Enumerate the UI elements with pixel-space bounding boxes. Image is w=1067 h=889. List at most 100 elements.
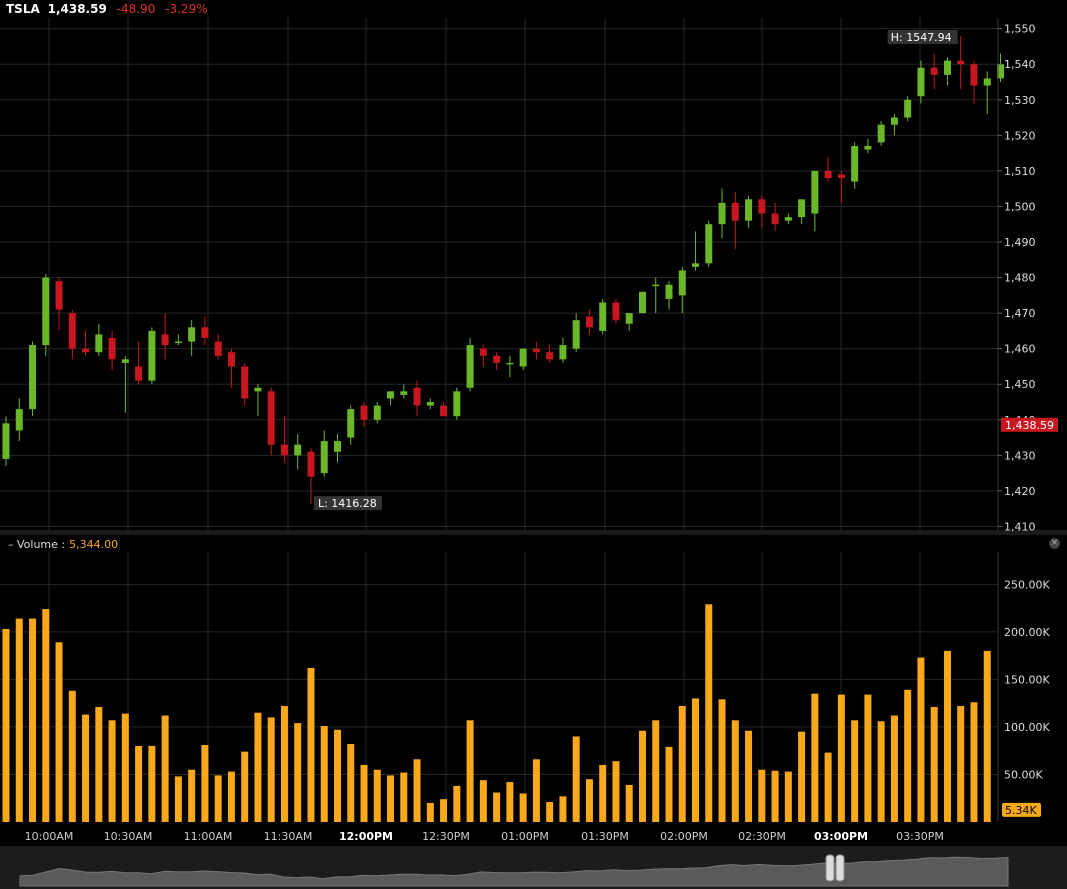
volume-bar: [68, 690, 76, 822]
candle-body: [824, 170, 832, 178]
volume-bar: [784, 771, 792, 822]
volume-bar: [506, 782, 514, 822]
volume-bar: [917, 657, 925, 822]
volume-bar: [214, 775, 222, 822]
price-tick-label: 1,420: [1004, 485, 1036, 498]
volume-header: – Volume :5,344.00: [8, 538, 119, 551]
volume-bar: [758, 769, 766, 822]
candle-body: [877, 124, 885, 143]
candle-body: [837, 174, 845, 178]
candle-body: [440, 405, 448, 417]
volume-bar: [347, 744, 355, 822]
candle-body: [705, 224, 713, 264]
volume-bar: [798, 731, 806, 822]
volume-bar: [930, 706, 938, 822]
navigator-area: [19, 856, 1009, 887]
volume-bar: [373, 769, 381, 822]
candle-body: [466, 345, 474, 388]
volume-bar: [15, 618, 23, 822]
volume-bar: [599, 764, 607, 822]
candle-body: [254, 387, 262, 392]
candlestick-series: [2, 35, 1004, 505]
price-tick-label: 1,410: [1004, 520, 1036, 533]
minus-icon[interactable]: –: [8, 538, 14, 551]
volume-bar: [665, 746, 673, 822]
time-tick-label: 01:30PM: [581, 830, 629, 843]
candle-body: [917, 67, 925, 97]
candle-body: [373, 405, 381, 420]
candle-body: [307, 451, 315, 477]
volume-bar: [851, 720, 859, 822]
candle-body: [970, 64, 978, 86]
price-tick-label: 1,460: [1004, 343, 1036, 356]
candle-body: [983, 78, 991, 86]
candle-body: [360, 405, 368, 420]
volume-bar: [188, 769, 196, 822]
drag-handle-icon[interactable]: [835, 854, 845, 882]
candle-body: [572, 320, 580, 349]
candle-body: [15, 409, 23, 431]
candle-body: [957, 60, 965, 65]
candle-body: [227, 352, 235, 367]
candle-body: [174, 341, 182, 344]
volume-tick-label: 200.00K: [1004, 626, 1050, 639]
volume-bar: [267, 717, 275, 822]
candle-body: [201, 327, 209, 338]
volume-bar: [904, 689, 912, 822]
candle-body: [294, 444, 302, 456]
close-icon[interactable]: ×: [1049, 538, 1060, 549]
pane-divider[interactable]: [0, 530, 1067, 535]
volume-bar: [493, 792, 501, 822]
time-tick-label: 03:30PM: [896, 830, 944, 843]
volume-bar: [413, 759, 421, 822]
candle-body: [758, 199, 766, 214]
candle-body: [42, 277, 50, 346]
price-axis: 1,550 1,540 1,530 1,520 1,510 1,500 1,490 1,480…: [997, 18, 1058, 533]
candle-body: [652, 284, 660, 287]
volume-bar: [572, 736, 580, 822]
candle-body: [798, 199, 806, 218]
time-tick-label: 12:00PM: [339, 830, 393, 843]
candle-body: [625, 313, 633, 324]
volume-bar: [479, 780, 487, 822]
candle-body: [135, 366, 143, 381]
volume-bar: [453, 785, 461, 822]
volume-bar: [983, 650, 991, 822]
volume-bar: [692, 698, 700, 822]
time-tick-label: 10:30AM: [104, 830, 153, 843]
candle-body: [851, 146, 859, 182]
candle-body: [692, 263, 700, 267]
candle-body: [585, 316, 593, 328]
candle-body: [267, 391, 275, 445]
candle-body: [665, 284, 673, 299]
time-tick-label: 03:00PM: [814, 830, 868, 843]
low-annotation-label: L: 1416.28: [318, 497, 377, 510]
volume-bar: [864, 694, 872, 822]
volume-bar: [42, 609, 50, 822]
volume-bar: [890, 715, 898, 822]
volume-bar: [837, 694, 845, 822]
volume-bar: [731, 720, 739, 822]
candle-body: [599, 302, 607, 331]
navigator[interactable]: [0, 846, 1067, 889]
candle-body: [731, 202, 739, 221]
candle-body: [188, 327, 196, 342]
volume-bar: [254, 712, 262, 822]
volume-bar: [943, 650, 951, 822]
candle-body: [612, 302, 620, 321]
high-annotation-box: [887, 29, 958, 44]
candle-body: [347, 409, 355, 438]
candle-body: [506, 362, 514, 365]
candle-body: [519, 348, 527, 367]
candle-body: [82, 348, 90, 353]
volume-bar: [440, 799, 448, 822]
volume-bar: [811, 693, 819, 822]
volume-series: [2, 604, 991, 822]
drag-handle-icon[interactable]: [825, 854, 835, 882]
price-tick-label: 1,500: [1004, 200, 1036, 213]
candle-body: [108, 338, 116, 360]
candle-body: [68, 313, 76, 349]
candle-body: [890, 117, 898, 125]
volume-bar: [294, 723, 302, 822]
